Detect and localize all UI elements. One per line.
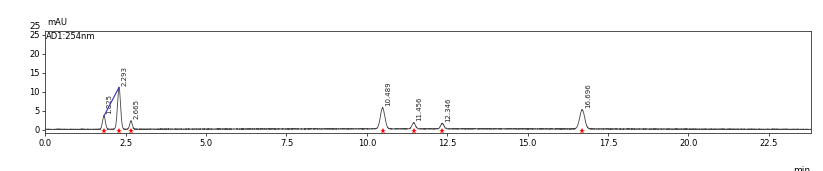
Text: 12.346: 12.346 [445,97,451,122]
Text: 2.293: 2.293 [122,65,128,86]
Text: 1.825: 1.825 [106,94,113,114]
Text: mAU: mAU [47,18,67,27]
Text: 25: 25 [30,22,41,31]
Text: 2.665: 2.665 [133,99,140,119]
Text: 16.696: 16.696 [585,83,591,108]
Text: 10.489: 10.489 [385,81,391,106]
Text: 11.456: 11.456 [416,96,422,121]
Text: AD1:254nm: AD1:254nm [46,32,95,42]
Text: min: min [793,166,811,171]
